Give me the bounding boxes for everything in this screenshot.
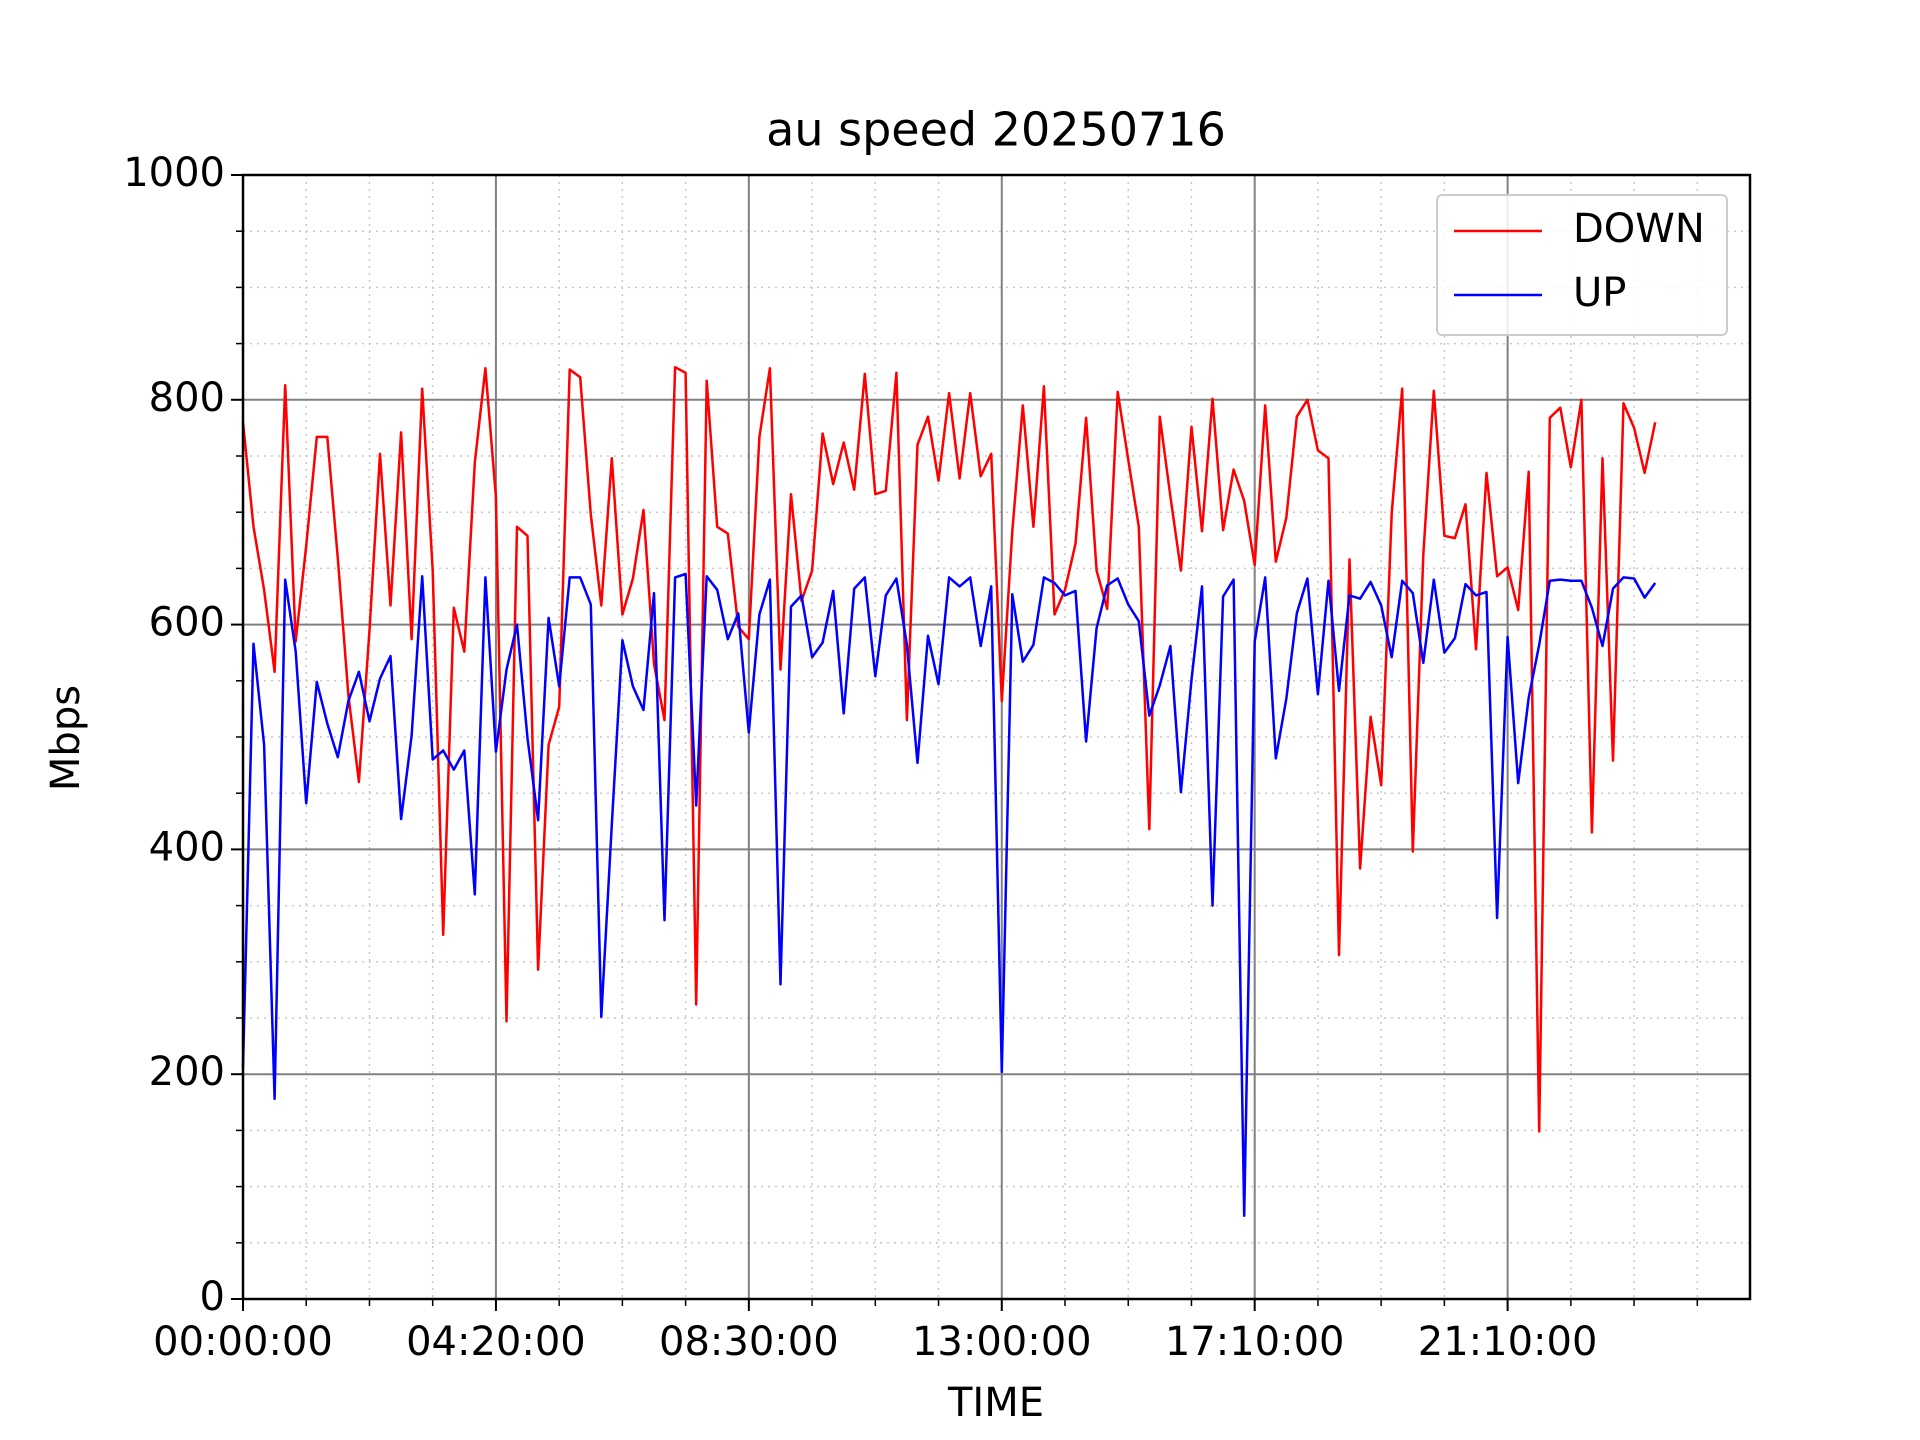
legend-label: UP bbox=[1573, 270, 1626, 316]
plot-frame bbox=[241, 173, 1752, 1301]
x-tick-label: 00:00:00 bbox=[153, 1319, 333, 1365]
x-tick-label: 08:30:00 bbox=[659, 1319, 839, 1365]
chart-title: au speed 20250716 bbox=[766, 103, 1226, 157]
y-tick-label: 200 bbox=[149, 1049, 225, 1095]
legend-label: DOWN bbox=[1573, 206, 1705, 252]
data-line bbox=[241, 572, 1657, 1218]
x-tick-label: 17:10:00 bbox=[1165, 1319, 1345, 1365]
y-tick-label: 800 bbox=[149, 375, 225, 421]
y-tick-label: 1000 bbox=[123, 150, 225, 196]
y-tick-label: 0 bbox=[200, 1274, 225, 1320]
y-tick-label: 600 bbox=[149, 600, 225, 646]
x-tick-label: 21:10:00 bbox=[1418, 1319, 1598, 1365]
y-tick-label: 400 bbox=[149, 824, 225, 870]
x-axis-label: TIME bbox=[947, 1380, 1044, 1426]
data-line bbox=[241, 365, 1657, 1133]
x-tick-label: 13:00:00 bbox=[912, 1319, 1092, 1365]
legend: DOWN UP bbox=[1436, 194, 1728, 336]
y-axis-label: Mbps bbox=[43, 685, 89, 791]
x-tick-label: 04:20:00 bbox=[406, 1319, 586, 1365]
